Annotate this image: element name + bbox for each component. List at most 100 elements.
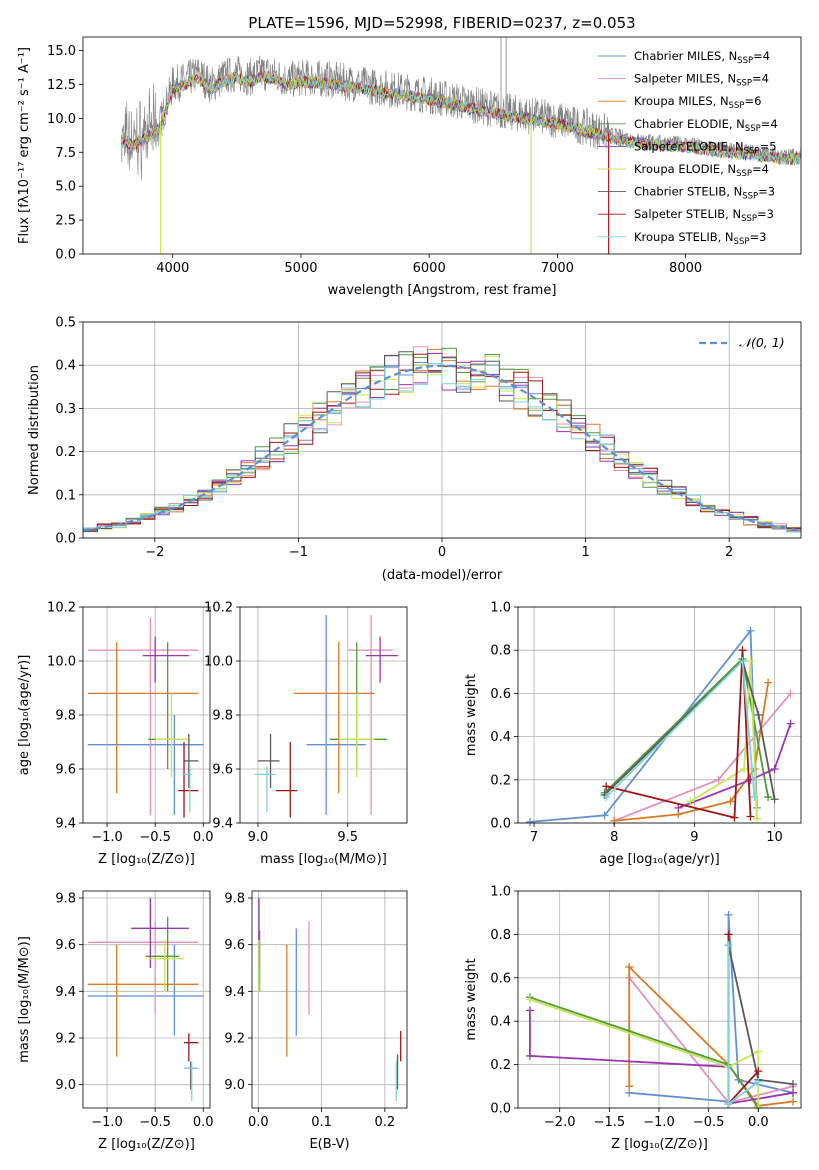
series-marker xyxy=(730,813,739,822)
series-marker xyxy=(754,711,763,719)
chart-title: PLATE=1596, MJD=52998, FIBERID=0237, z=0… xyxy=(248,14,635,32)
series-marker xyxy=(764,793,773,802)
legend-tail: =4 xyxy=(753,49,770,63)
series-line xyxy=(529,628,758,823)
y-tick-label: 0.0 xyxy=(55,532,76,547)
x-tick-label: 0.0 xyxy=(748,1115,769,1130)
legend-tail: =3 xyxy=(749,230,766,244)
series-marker xyxy=(770,795,779,804)
y-tick-label: 15.0 xyxy=(47,44,76,59)
series-marker xyxy=(789,1097,798,1106)
series-marker xyxy=(786,719,795,728)
x-axis-label: Z [log₁₀(Z/Z⊙)] xyxy=(98,1137,195,1152)
legend-entry: Chabrier ELODIE, NSSP=4 xyxy=(598,117,778,134)
x-tick-label: 8 xyxy=(610,830,618,845)
x-axis-label: E(B-V) xyxy=(309,1137,349,1152)
plot-area xyxy=(525,910,798,1112)
legend-label: Salpeter ELODIE, NSSP=5 xyxy=(634,139,777,156)
axes-frame xyxy=(82,606,211,824)
series-marker xyxy=(525,1051,534,1060)
x-tick-label: 1 xyxy=(581,545,589,560)
y-tick-label: 10.0 xyxy=(47,655,76,670)
x-tick-label: −1.0 xyxy=(643,1115,675,1130)
series-marker xyxy=(764,678,773,687)
y-tick-label: 0.4 xyxy=(490,1015,511,1030)
y-tick-label: 5.0 xyxy=(55,180,76,195)
legend-label: Chabrier STELIB, NSSP=3 xyxy=(634,185,775,202)
y-tick-label: 9.6 xyxy=(224,938,245,953)
panel-weight-vs-age: 7 8 9 10 0.0 0.2 0.4 0.6 0.8 1.0 age [log₁₀(age/yr… xyxy=(464,601,802,867)
x-axis-label: age [log₁₀(age/yr)] xyxy=(599,852,720,867)
legend-entry: Salpeter ELODIE, NSSP=5 xyxy=(598,139,777,156)
weight-series xyxy=(625,910,798,1106)
legend-sub: SSP xyxy=(737,56,753,66)
y-axis-label: Normed distribution xyxy=(27,365,42,495)
data-point xyxy=(347,615,393,815)
legend-name: Salpeter MILES, N xyxy=(634,72,736,86)
y-tick-label: 0.2 xyxy=(490,773,511,788)
panel-spectrum: 4000 5000 6000 7000 8000 0.0 2.5 5.0 7.5 10.0 12.5… xyxy=(17,14,802,298)
y-tick-label: 9.6 xyxy=(212,763,233,778)
axes-frame xyxy=(82,890,211,1109)
series-marker xyxy=(714,775,723,784)
x-tick-label: 7000 xyxy=(541,261,574,276)
legend-sub: SSP xyxy=(729,101,745,111)
x-tick-label: −0.5 xyxy=(693,1115,725,1130)
legend-tail: =3 xyxy=(757,207,774,221)
y-tick-label: 0.8 xyxy=(490,644,511,659)
x-tick-label: −1 xyxy=(289,545,308,560)
x-tick-label: 9 xyxy=(690,830,698,845)
y-tick-label: 10.2 xyxy=(204,601,233,616)
series-marker xyxy=(726,797,735,806)
series-marker xyxy=(746,812,755,821)
x-tick-label: 0.0 xyxy=(248,1115,269,1130)
series-line xyxy=(529,996,760,1109)
y-tick-label: 9.8 xyxy=(224,892,245,907)
x-tick-label: 5000 xyxy=(284,261,317,276)
legend-name: Salpeter ELODIE, N xyxy=(634,139,744,153)
x-tick-label: 7 xyxy=(530,830,538,845)
y-tick-label: 9.4 xyxy=(212,817,233,832)
x-tick-label: 4000 xyxy=(156,261,189,276)
y-axis-label: mass weight xyxy=(464,958,479,1040)
data-point xyxy=(87,944,204,1036)
y-tick-label: 7.5 xyxy=(55,146,76,161)
data-point xyxy=(338,693,375,778)
panel-mass-vs-Z: −1.0 −0.5 0.0 9.0 9.2 9.4 9.6 9.8 Z [log₁₀(Z/Z⊙)… xyxy=(17,890,214,1152)
data-point xyxy=(150,940,185,992)
axes-frame xyxy=(239,606,408,824)
axes-frame xyxy=(82,321,802,539)
series-marker xyxy=(602,782,611,791)
y-tick-label: 9.4 xyxy=(55,817,76,832)
gaussian-curve xyxy=(83,364,801,532)
y-tick-label: 9.6 xyxy=(55,763,76,778)
legend-tail: =4 xyxy=(752,162,769,176)
legend-entry: Kroupa ELODIE, NSSP=4 xyxy=(598,162,769,179)
x-tick-label: 9.0 xyxy=(248,830,269,845)
legend-entry: Salpeter MILES, NSSP=4 xyxy=(598,72,769,89)
x-tick-label: 2 xyxy=(725,545,733,560)
series-marker xyxy=(789,1080,798,1089)
legend-sub: SSP xyxy=(741,214,757,224)
data-point xyxy=(182,766,192,813)
legend-label: Kroupa ELODIE, NSSP=4 xyxy=(634,162,769,179)
y-tick-label: 10.0 xyxy=(47,112,76,127)
panel-mass-vs-ebv: 0.0 0.1 0.2 9.0 9.2 9.4 9.6 9.8 E(B-V) xyxy=(224,890,408,1152)
plot-area xyxy=(87,898,204,1101)
series-marker xyxy=(686,797,695,806)
series-line xyxy=(605,650,752,819)
series-marker xyxy=(789,1088,798,1097)
data-point xyxy=(293,642,375,794)
y-tick-label: 0.2 xyxy=(490,1058,511,1073)
x-tick-label: 9.5 xyxy=(337,830,358,845)
legend-tail: =4 xyxy=(761,117,778,131)
series-line xyxy=(529,998,760,1108)
histogram-step xyxy=(83,363,801,533)
legend-sub: SSP xyxy=(742,192,758,202)
y-tick-label: 0.0 xyxy=(490,1102,511,1117)
legend-name: Kroupa MILES, N xyxy=(634,94,729,108)
x-tick-label: −0.5 xyxy=(139,830,171,845)
series-marker xyxy=(754,1067,763,1076)
plot-area xyxy=(258,898,402,1101)
legend-entry: Salpeter STELIB, NSSP=3 xyxy=(598,207,774,224)
